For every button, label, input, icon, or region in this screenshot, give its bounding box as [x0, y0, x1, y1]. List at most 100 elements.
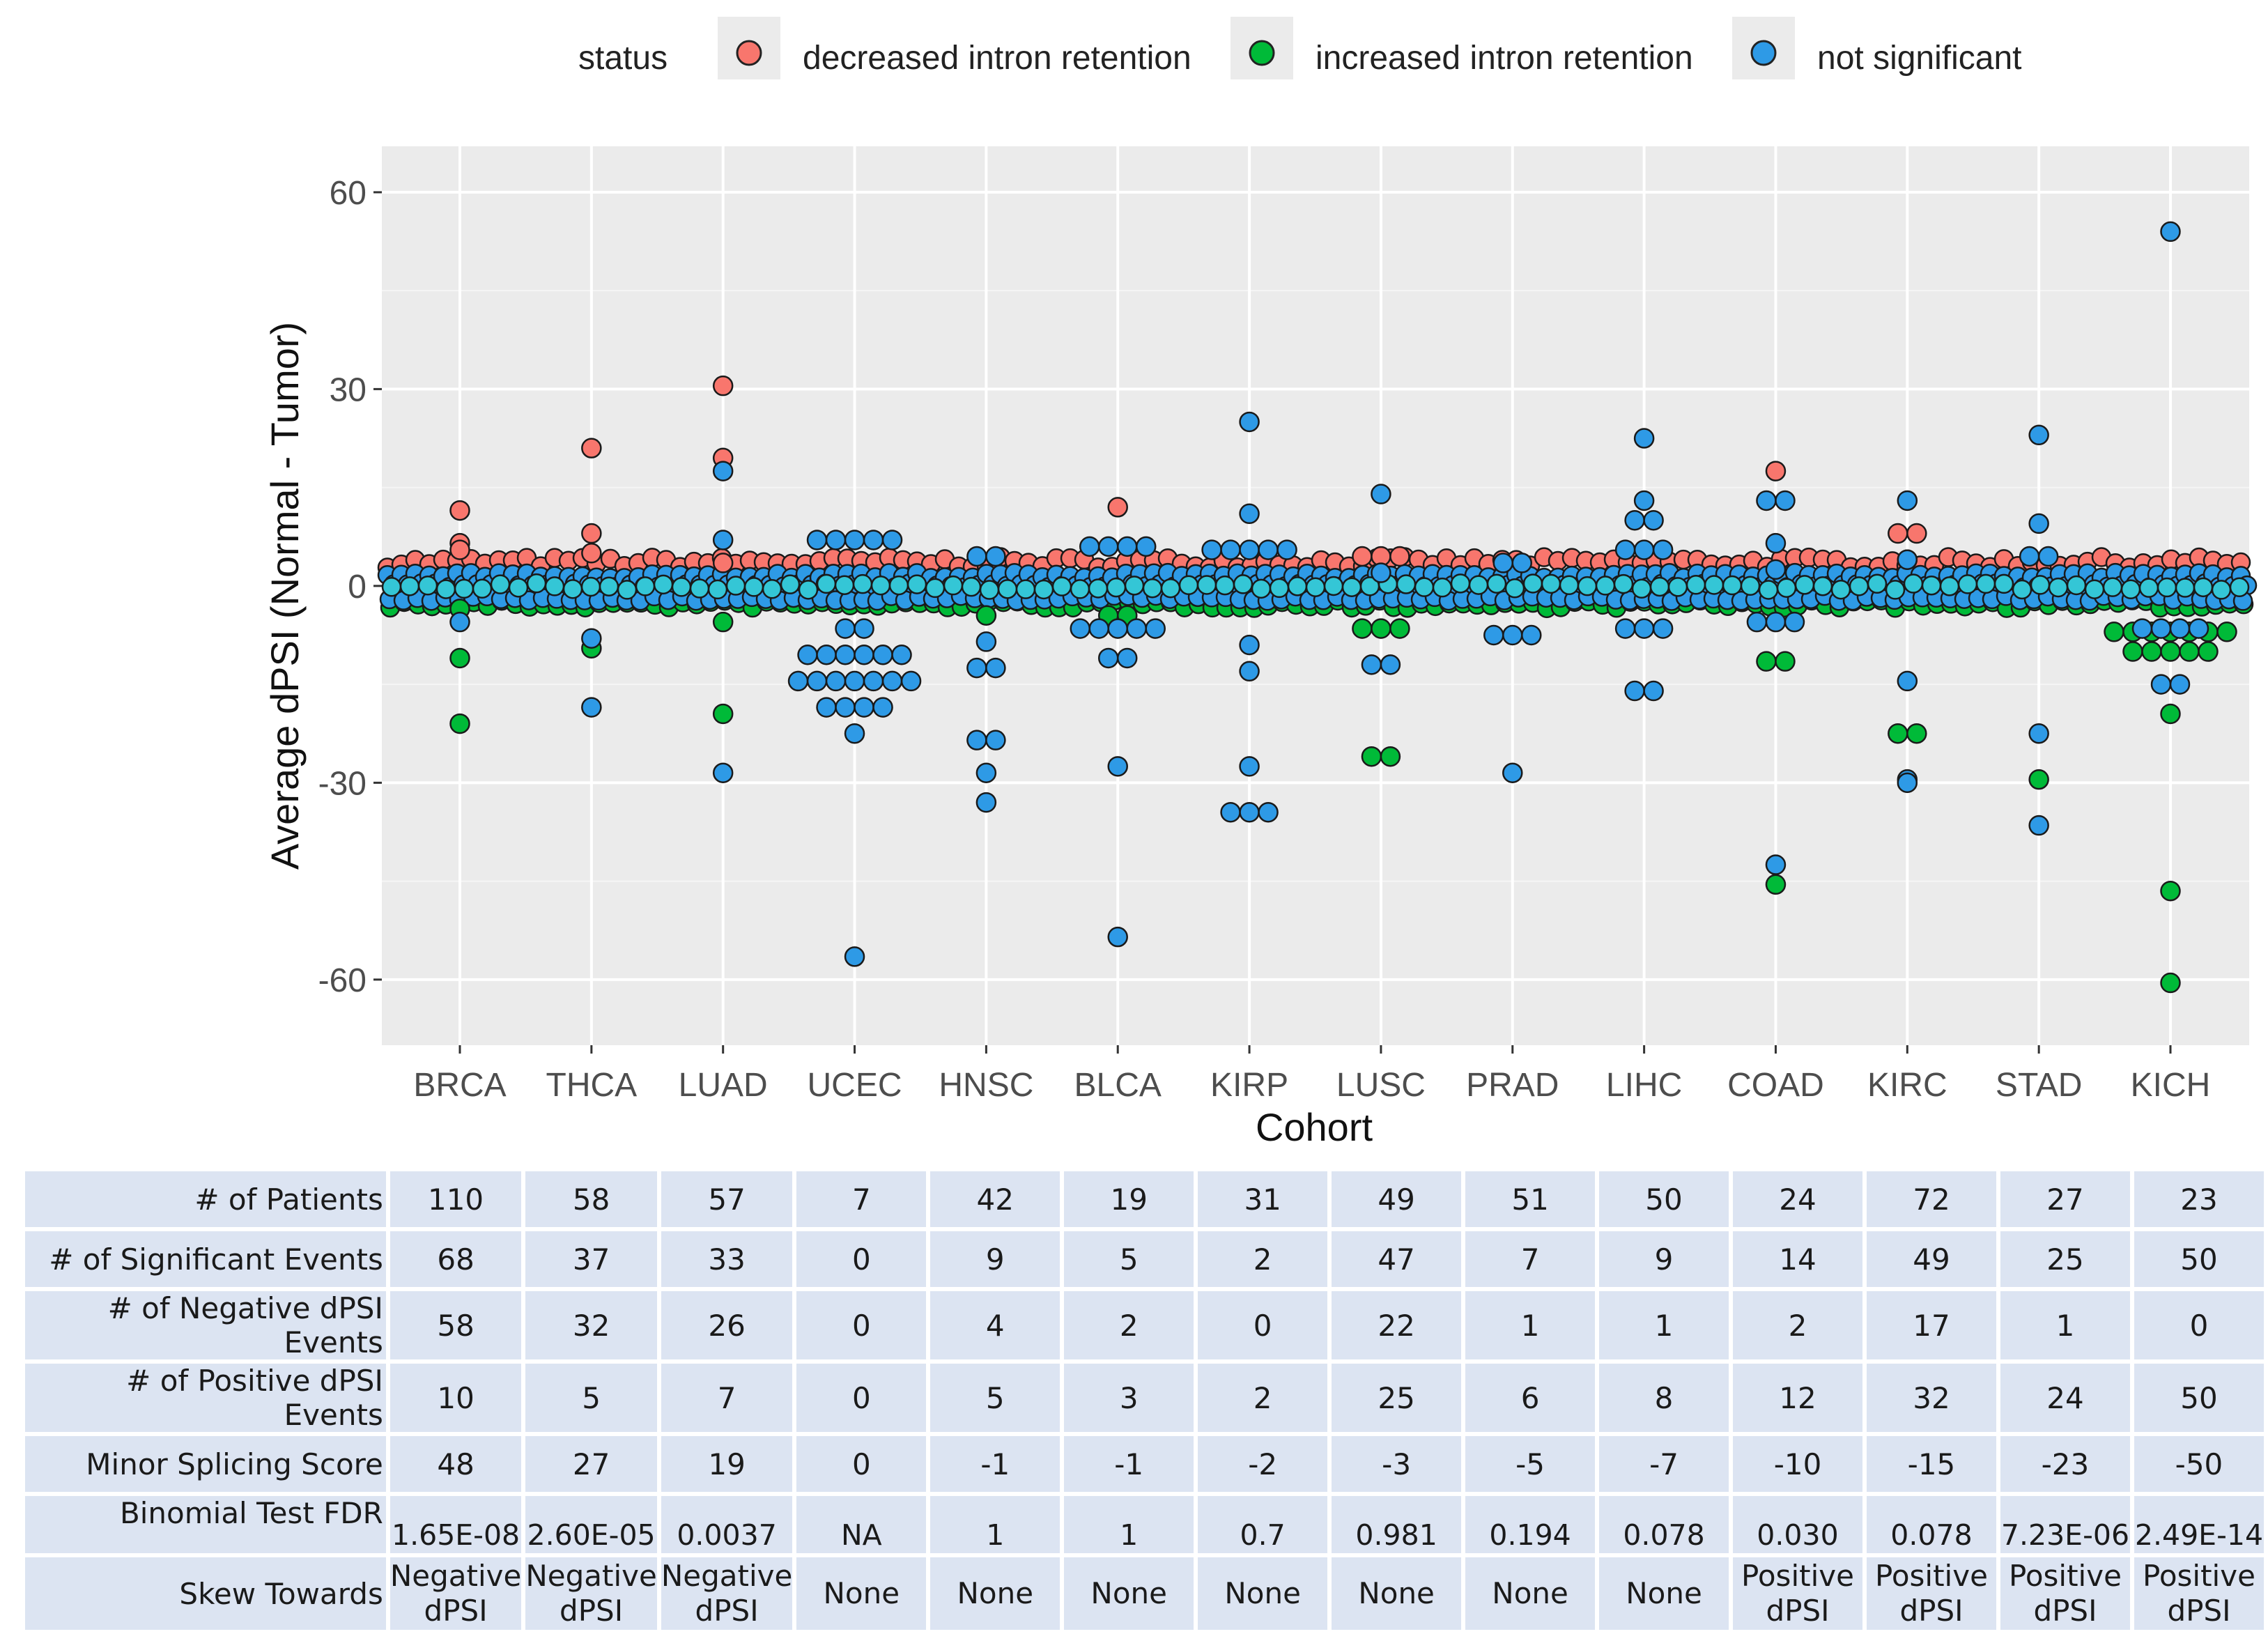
point-coad-ns	[1765, 532, 1787, 554]
point-kich-increased	[2160, 880, 2181, 902]
point-kirp-ns	[1258, 801, 1279, 823]
y-tick-label: 30	[330, 371, 367, 408]
band-point-cyan	[1178, 575, 1199, 596]
point-hnsc-ns	[985, 730, 1006, 750]
band-point-cyan	[1885, 580, 1906, 600]
table-cell: 0	[796, 1231, 927, 1287]
table-cell: 0	[2134, 1291, 2264, 1359]
row-label: # of Positive dPSI Events	[25, 1364, 386, 1432]
point-brca-decreased	[449, 539, 470, 560]
point-luad-decreased	[712, 553, 734, 573]
point-kirp-ns	[1239, 634, 1260, 656]
band-point-cyan	[1541, 573, 1561, 594]
band-point-cyan	[490, 574, 511, 594]
point-hnsc-ns	[975, 762, 997, 783]
y-axis: -60 -30 0 30 60	[318, 175, 382, 999]
point-kich-increased	[2160, 972, 2181, 994]
band-point-cyan	[562, 579, 583, 599]
point-coad-ns	[1765, 611, 1787, 633]
band-point-cyan	[2066, 575, 2087, 596]
table-cell: 8	[1599, 1364, 1729, 1432]
skew-line: Positive	[1875, 1559, 1988, 1593]
table-cell: -10	[1733, 1436, 1862, 1492]
table-row: # of Significant Events 68 37 33 0 9 5 2 47 7 9 14 4…	[25, 1231, 2264, 1287]
point-kirp-ns	[1239, 411, 1260, 433]
band-point-cyan	[725, 576, 746, 596]
band-point-cyan	[1287, 576, 1308, 596]
table-cell: 72	[1866, 1171, 1996, 1227]
point-kich-increased	[2122, 641, 2143, 662]
band-point-cyan	[1432, 577, 1453, 598]
table-cell: 1	[1465, 1291, 1596, 1359]
table-cell: 68	[389, 1231, 522, 1287]
point-ucec-ns	[825, 670, 847, 692]
point-coad-increased	[1756, 651, 1777, 672]
x-tick-label-stad: STAD	[1996, 1067, 2082, 1104]
band-point-cyan	[399, 576, 420, 596]
point-lihc-ns	[1624, 509, 1645, 531]
table-cell: 26	[661, 1291, 793, 1359]
point-coad-ns	[1775, 490, 1796, 511]
skew-line: Negative	[525, 1559, 657, 1593]
outlier-points	[449, 221, 2237, 994]
table-cell: 9	[1599, 1231, 1729, 1287]
table-cell: 50	[2134, 1231, 2264, 1287]
band-point-cyan	[1758, 580, 1779, 600]
table-cell-skew: None	[1332, 1557, 1462, 1630]
band-point-cyan	[1124, 576, 1145, 596]
band-point-cyan	[2138, 578, 2159, 598]
point-ucec-ns	[854, 697, 874, 718]
table-cell: 19	[1064, 1171, 1194, 1227]
point-kirp-ns	[1239, 661, 1260, 682]
band-point-cyan	[1649, 576, 1670, 597]
x-tick-label-blca: BLCA	[1074, 1067, 1162, 1104]
skew-line: Positive	[1741, 1559, 1854, 1593]
band-point-cyan	[580, 576, 601, 597]
band-point-cyan	[544, 576, 565, 596]
table-cell: 4	[930, 1291, 1060, 1359]
point-lusc-decreased	[1389, 546, 1410, 567]
band-point-cyan	[1160, 578, 1181, 599]
table-cell: 0.078	[1866, 1496, 1996, 1553]
table-cell: 0.981	[1332, 1496, 1462, 1553]
point-luad-increased	[712, 703, 734, 725]
point-kich-increased	[2216, 622, 2237, 642]
point-lusc-increased	[1389, 618, 1410, 639]
band-point-cyan	[852, 573, 873, 594]
x-tick-label-kich: KICH	[2131, 1067, 2211, 1104]
band-point-cyan	[1233, 574, 1253, 594]
point-ucec-ns	[797, 644, 818, 665]
x-tick-label-coad: COAD	[1727, 1067, 1824, 1104]
band-point-cyan	[1631, 578, 1652, 599]
point-brca-increased	[449, 647, 470, 669]
band-point-cyan	[2175, 578, 2196, 598]
skew-line: None	[1224, 1576, 1301, 1610]
band-point-cyan	[508, 578, 529, 598]
band-point-cyan	[1595, 576, 1616, 596]
band-point-cyan	[1051, 576, 1072, 596]
table-cell: 25	[2000, 1231, 2130, 1287]
band-point-cyan	[1323, 576, 1344, 596]
band-point-cyan	[2030, 575, 2051, 595]
table-cell: -50	[2134, 1436, 2264, 1492]
point-lihc-ns	[1643, 509, 1664, 531]
band-point-cyan	[888, 575, 909, 596]
band-point-cyan	[653, 574, 674, 595]
point-lusc-ns	[1361, 654, 1382, 675]
point-blca-ns	[1116, 536, 1138, 557]
band-point-cyan	[1667, 577, 1688, 597]
legend-dot-decreased	[736, 40, 762, 66]
point-thca-decreased	[581, 543, 602, 564]
skew-line: Positive	[2009, 1559, 2122, 1593]
point-kirp-ns	[1258, 539, 1279, 560]
point-kich-ns	[2169, 618, 2191, 639]
band-point-cyan	[762, 579, 782, 599]
table-cell-skew: Negative dPSI	[389, 1557, 522, 1630]
band-point-cyan	[1504, 578, 1525, 599]
band-point-cyan	[472, 578, 493, 599]
minor-gridlines	[382, 290, 2249, 882]
band-point-cyan	[1577, 576, 1598, 596]
band-point-cyan	[943, 575, 964, 596]
skew-line: None	[957, 1576, 1034, 1610]
row-label: # of Negative dPSI Events	[25, 1291, 386, 1359]
